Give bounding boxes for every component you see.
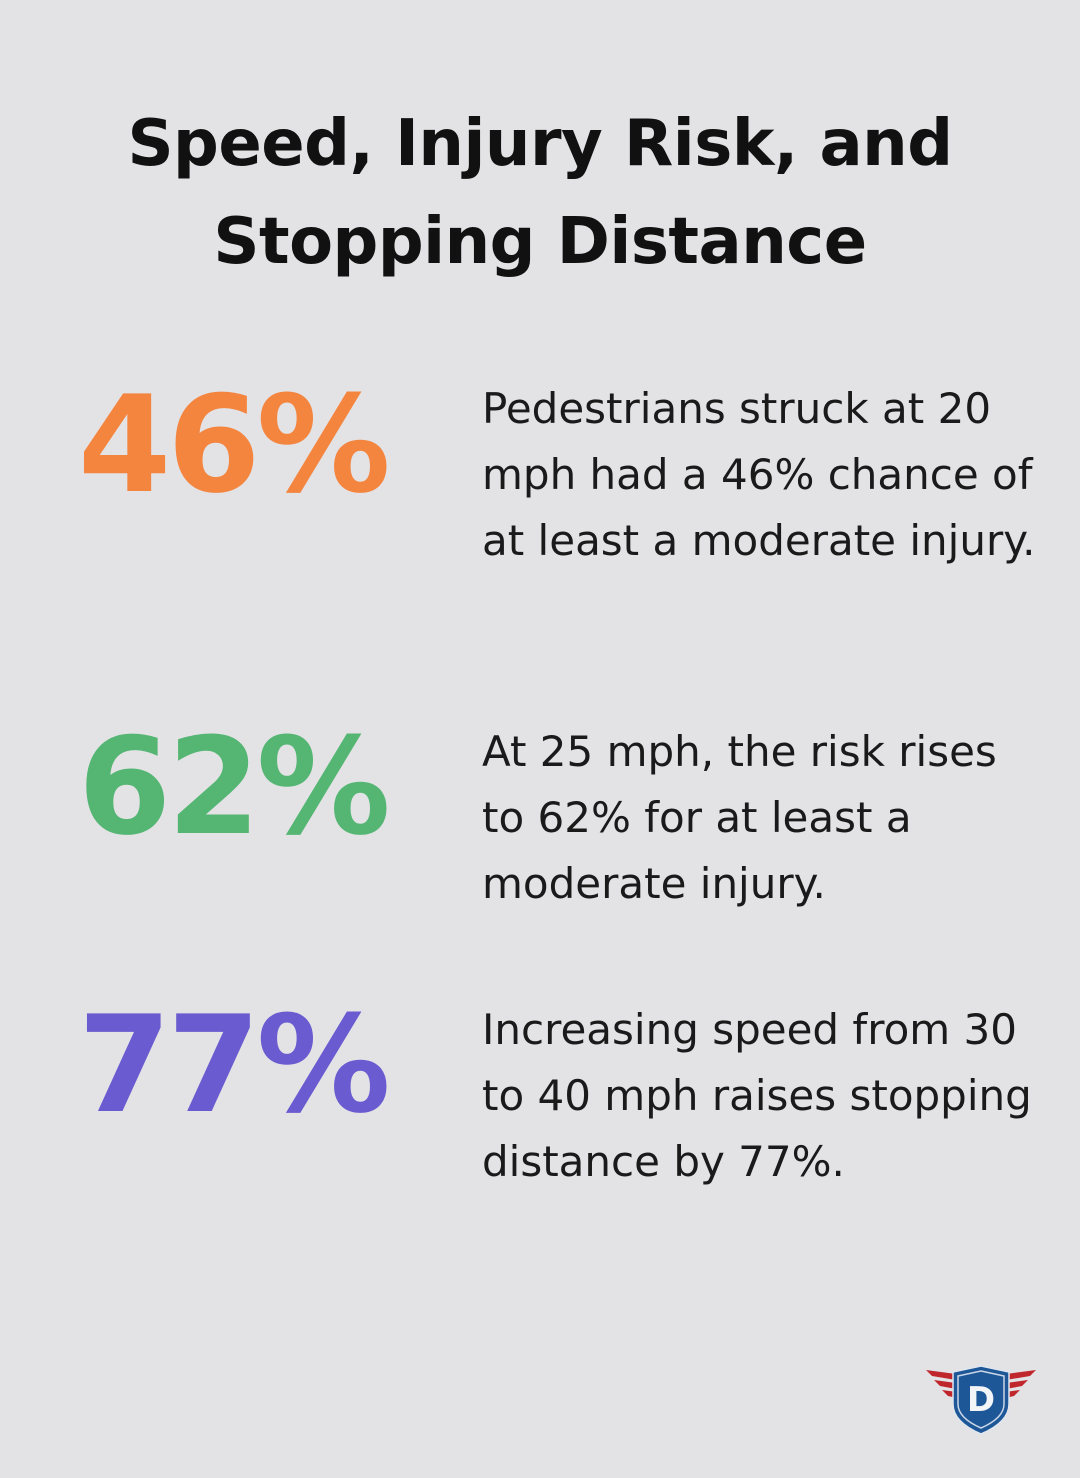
stat-value: 77% — [78, 987, 391, 1143]
stat-value: 62% — [78, 709, 391, 865]
logo-letter: D — [967, 1380, 995, 1420]
stat-value: 46% — [78, 367, 391, 523]
stat-description: At 25 mph, the risk rises to 62% for at … — [482, 727, 997, 908]
stat-description: Pedestrians struck at 20 mph had a 46% c… — [482, 384, 1036, 565]
page-title: Speed, Injury Risk, and Stopping Distanc… — [127, 107, 953, 279]
winged-shield-logo-icon: D — [926, 1365, 1036, 1435]
stat-description: Increasing speed from 30 to 40 mph raise… — [482, 1005, 1032, 1186]
